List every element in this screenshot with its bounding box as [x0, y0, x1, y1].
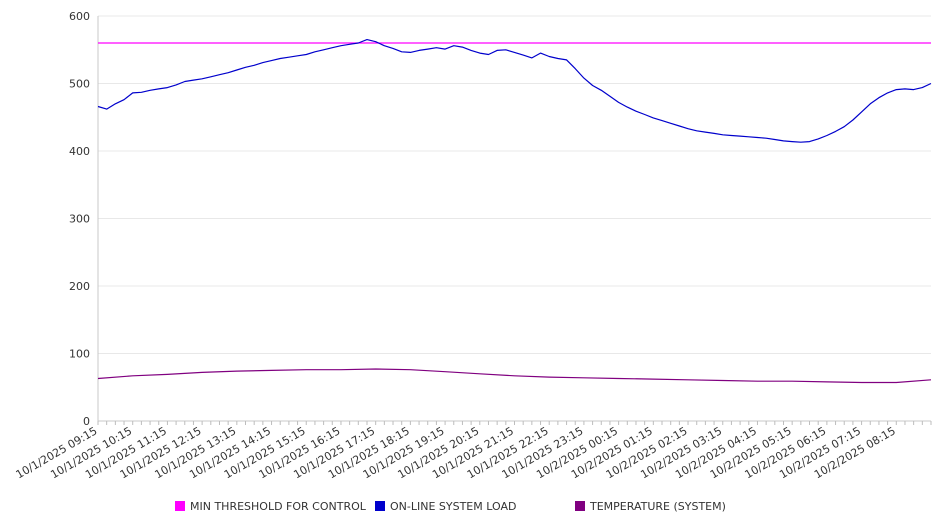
legend-item-temperature[interactable]: TEMPERATURE (SYSTEM)	[575, 496, 726, 516]
legend-swatch-threshold	[175, 501, 185, 511]
y-tick-label: 0	[83, 415, 90, 428]
legend: MIN THRESHOLD FOR CONTROL ON-LINE SYSTEM…	[0, 496, 946, 516]
y-tick-label: 100	[69, 348, 90, 361]
legend-item-system-load[interactable]: ON-LINE SYSTEM LOAD	[375, 496, 516, 516]
y-axis: 0 100 200 300 400 500 600	[69, 10, 99, 428]
y-tick-label: 500	[69, 78, 90, 91]
legend-label-system-load: ON-LINE SYSTEM LOAD	[390, 499, 517, 513]
legend-label-threshold: MIN THRESHOLD FOR CONTROL	[190, 499, 366, 513]
y-tick-label: 400	[69, 145, 90, 158]
legend-item-threshold[interactable]: MIN THRESHOLD FOR CONTROL	[175, 496, 366, 516]
gridlines	[98, 15, 931, 422]
series-line-1	[97, 38, 932, 143]
y-tick-label: 300	[69, 213, 90, 226]
legend-swatch-temperature	[575, 501, 585, 511]
y-tick-label: 200	[69, 280, 90, 293]
legend-swatch-system-load	[375, 501, 385, 511]
legend-label-temperature: TEMPERATURE (SYSTEM)	[590, 499, 726, 513]
y-tick-label: 600	[69, 10, 90, 23]
series-layer	[97, 38, 932, 384]
series-line-2	[97, 368, 932, 384]
